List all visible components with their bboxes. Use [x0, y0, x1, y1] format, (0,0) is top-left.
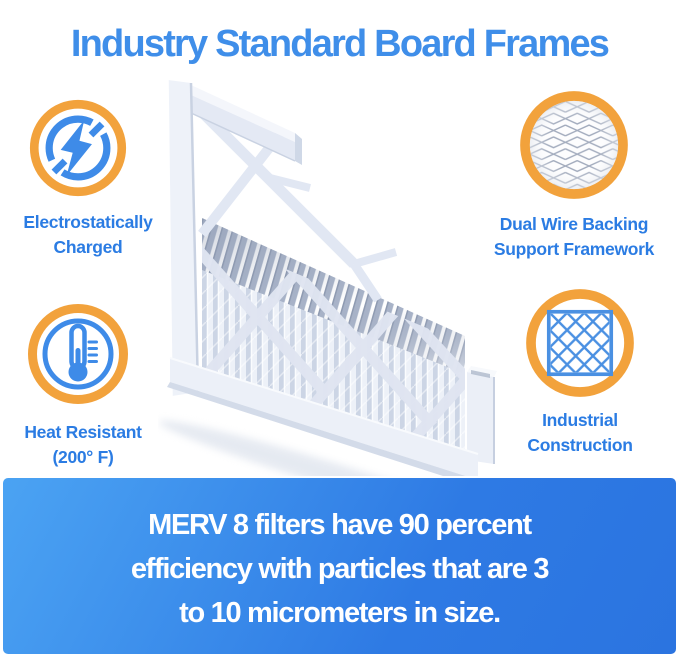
filter-bottom-rail — [167, 357, 479, 476]
filter-pleats — [202, 218, 465, 462]
filter-shadow — [158, 420, 503, 476]
thermometer-icon — [28, 304, 128, 404]
feature-label-line: Industrial — [542, 410, 618, 430]
filter-top-rail — [190, 85, 302, 165]
banner-line-1: MERV 8 filters have 90 percent — [148, 509, 532, 541]
heat-resistant-feature-label: Heat Resistant (200° F) — [3, 420, 163, 470]
industrial-feature-label: Industrial Construction — [490, 408, 670, 458]
wire-backing-feature-label: Dual Wire Backing Support Framework — [484, 212, 664, 262]
filter-corner-braces — [186, 96, 398, 303]
lattice-grid-icon — [526, 289, 634, 397]
banner-line-2: efficiency with particles that are 3 — [130, 553, 550, 585]
wire-mesh-icon — [520, 91, 628, 199]
page-title: Industry Standard Board Frames — [70, 23, 610, 66]
lightning-icon — [29, 99, 127, 197]
electrostatic-feature-label: Electrostatically Charged — [3, 210, 173, 260]
air-filter-illustration — [158, 79, 503, 476]
feature-label-line: Electrostatically — [23, 212, 153, 232]
heat-resistant-feature-icon — [26, 302, 130, 411]
feature-label-line: Charged — [53, 237, 123, 257]
electrostatic-feature-icon — [28, 98, 128, 203]
feature-label-line: Heat Resistant — [24, 422, 142, 442]
merv-info-text: MERV 8 filters have 90 percent efficienc… — [3, 503, 676, 635]
feature-label-line: (200° F) — [52, 447, 114, 467]
filter-right-rail — [467, 366, 497, 464]
feature-label-line: Dual Wire Backing — [499, 214, 649, 234]
feature-label-line: Construction — [527, 435, 633, 455]
filter-left-rail — [167, 79, 200, 397]
feature-label-line: Support Framework — [493, 239, 655, 259]
banner-line-3: to 10 micrometers in size. — [179, 597, 501, 629]
wire-backing-feature-icon — [518, 89, 630, 206]
industrial-feature-icon — [524, 287, 636, 404]
merv-info-banner: MERV 8 filters have 90 percent efficienc… — [3, 478, 676, 654]
